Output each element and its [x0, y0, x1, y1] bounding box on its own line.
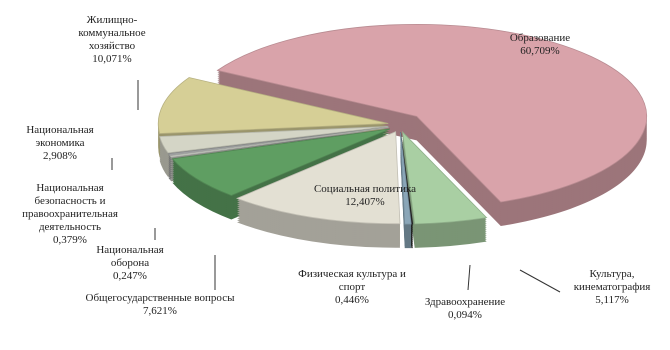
category-name: Образование — [509, 32, 571, 44]
slice — [216, 23, 648, 203]
category-name: Культура, кинематография — [573, 268, 651, 293]
leader-line — [519, 269, 561, 293]
slice-label: Культура, кинематография 5,117% — [557, 268, 667, 307]
slice-label: Национальная экономика 2,908% — [15, 124, 105, 163]
slice — [171, 128, 391, 196]
slice-label: Здравоохранение 0,094% — [410, 296, 520, 322]
slice-label: Жилищно-коммунальное хозяйство 10,071% — [62, 14, 162, 66]
value-label: 2,908% — [43, 150, 77, 162]
slice-label: Общегосударственные вопросы 7,621% — [85, 292, 235, 318]
category-name: Национальная оборона — [96, 244, 164, 269]
value-label: 0,379% — [53, 234, 87, 246]
leader-lines — [111, 80, 561, 293]
slice — [157, 77, 389, 134]
category-name: Национальная экономика — [26, 124, 94, 149]
value-label: 0,446% — [335, 294, 369, 306]
category-name: Жилищно-коммунальное хозяйство — [78, 14, 146, 52]
slice — [159, 126, 389, 154]
slice-label: Физическая культура и спорт 0,446% — [292, 268, 412, 307]
value-label: 12,407% — [345, 196, 385, 208]
leader-line — [467, 264, 471, 291]
value-label: 0,094% — [448, 309, 482, 321]
category-name: Общегосударственные вопросы — [85, 292, 235, 304]
slice — [399, 132, 412, 225]
slice — [236, 131, 401, 225]
slice-label: Социальная политика 12,407% — [310, 183, 420, 209]
slice-label: Национальная оборона 0,247% — [85, 244, 175, 283]
category-name: Национальная безопасность и правоохранит… — [22, 182, 118, 233]
category-name: Социальная политика — [313, 183, 417, 195]
value-label: 0,247% — [113, 270, 147, 282]
slice-label: Образование 60,709% — [480, 32, 600, 58]
category-name: Здравоохранение — [424, 296, 506, 308]
value-label: 7,621% — [143, 305, 177, 317]
category-name: Физическая культура и спорт — [298, 268, 406, 293]
slice — [169, 126, 389, 158]
value-label: 10,071% — [92, 53, 132, 65]
slice — [401, 130, 488, 225]
value-label: 5,117% — [595, 294, 629, 306]
value-label: 60,709% — [520, 45, 560, 57]
slice-label: Национальная безопасность и правоохранит… — [10, 182, 130, 247]
